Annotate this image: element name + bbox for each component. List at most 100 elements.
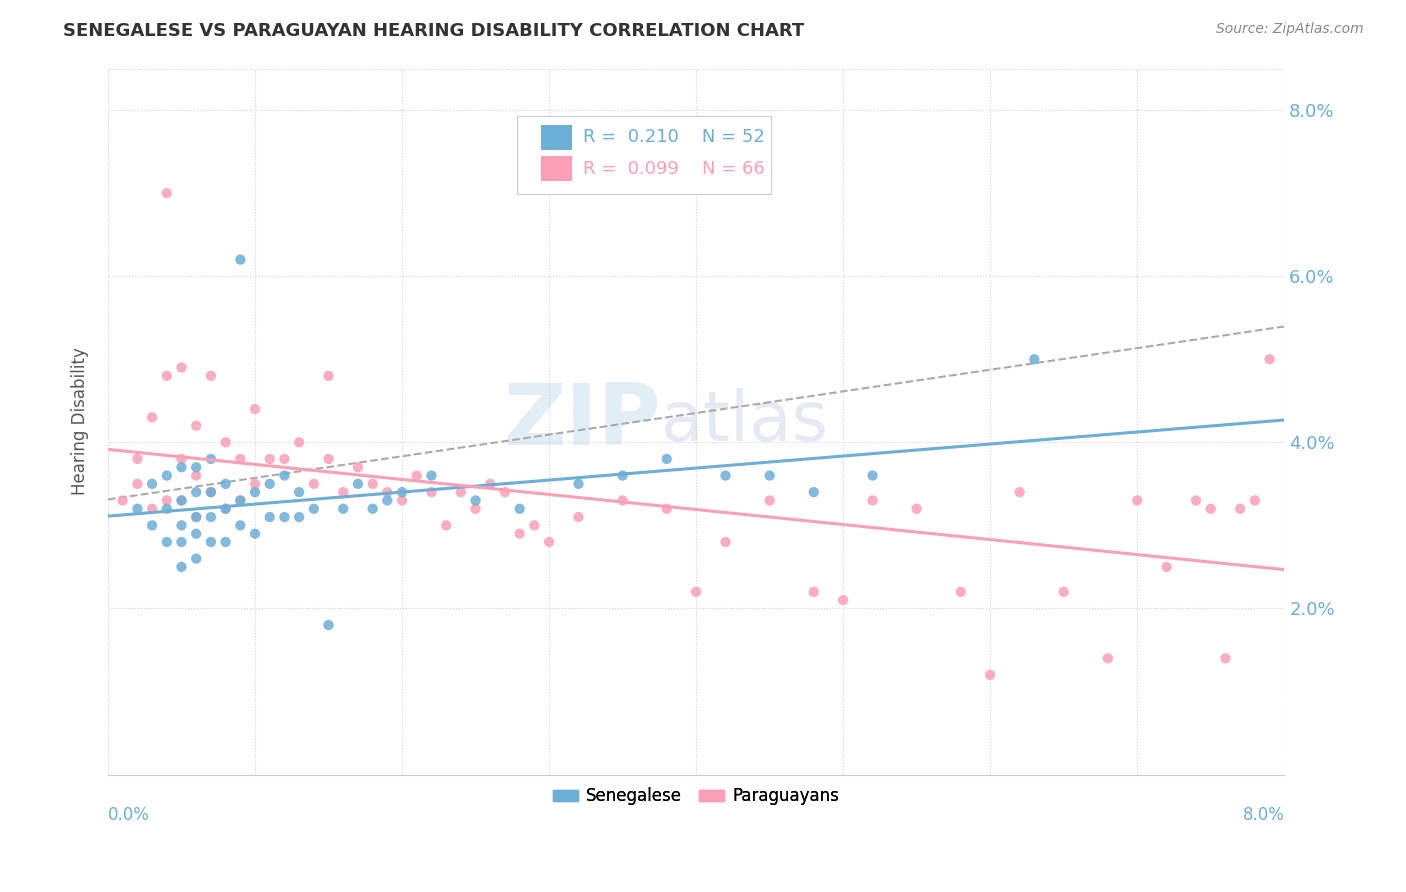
- Point: [229, 493, 252, 508]
- Point: [259, 510, 281, 524]
- Point: [391, 493, 413, 508]
- Point: [538, 535, 561, 549]
- Point: [612, 493, 634, 508]
- Text: ZIP: ZIP: [503, 380, 661, 463]
- Point: [803, 485, 825, 500]
- Point: [450, 485, 472, 500]
- Point: [1097, 651, 1119, 665]
- Point: [464, 501, 486, 516]
- Point: [127, 501, 149, 516]
- Point: [479, 476, 502, 491]
- Point: [567, 510, 589, 524]
- Point: [259, 476, 281, 491]
- Point: [186, 485, 208, 500]
- Point: [509, 501, 531, 516]
- Point: [141, 518, 163, 533]
- Point: [170, 451, 193, 466]
- Point: [655, 501, 678, 516]
- Point: [186, 510, 208, 524]
- Point: [612, 468, 634, 483]
- Point: [1199, 501, 1222, 516]
- Point: [318, 618, 340, 632]
- Point: [170, 493, 193, 508]
- Point: [243, 526, 266, 541]
- Point: [347, 476, 370, 491]
- Point: [318, 368, 340, 383]
- Point: [714, 468, 737, 483]
- Point: [200, 485, 222, 500]
- Point: [567, 476, 589, 491]
- Point: [229, 518, 252, 533]
- Point: [332, 501, 354, 516]
- Point: [214, 535, 236, 549]
- Point: [186, 460, 208, 475]
- Point: [156, 468, 179, 483]
- Point: [288, 435, 311, 450]
- Point: [905, 501, 928, 516]
- Point: [288, 510, 311, 524]
- Point: [288, 485, 311, 500]
- Point: [803, 584, 825, 599]
- Point: [949, 584, 972, 599]
- Point: [170, 360, 193, 375]
- Point: [1185, 493, 1208, 508]
- Point: [259, 451, 281, 466]
- Point: [318, 451, 340, 466]
- Point: [714, 535, 737, 549]
- Point: [1024, 352, 1046, 367]
- Point: [685, 584, 707, 599]
- Point: [200, 485, 222, 500]
- Point: [273, 468, 295, 483]
- Point: [862, 493, 884, 508]
- Point: [1244, 493, 1267, 508]
- Point: [156, 186, 179, 200]
- Point: [214, 476, 236, 491]
- Point: [420, 485, 443, 500]
- Point: [200, 451, 222, 466]
- Point: [200, 368, 222, 383]
- Point: [979, 668, 1001, 682]
- Point: [302, 476, 325, 491]
- Text: 8.0%: 8.0%: [1243, 806, 1284, 824]
- Text: atlas: atlas: [661, 388, 828, 455]
- Point: [832, 593, 855, 607]
- Point: [1008, 485, 1031, 500]
- Point: [405, 468, 427, 483]
- Point: [127, 451, 149, 466]
- Point: [377, 493, 399, 508]
- Point: [377, 485, 399, 500]
- Point: [229, 493, 252, 508]
- Point: [758, 468, 780, 483]
- Point: [200, 510, 222, 524]
- Point: [302, 501, 325, 516]
- Point: [862, 468, 884, 483]
- Point: [127, 476, 149, 491]
- Legend: Senegalese, Paraguayans: Senegalese, Paraguayans: [547, 780, 846, 812]
- Point: [229, 451, 252, 466]
- Point: [243, 485, 266, 500]
- Point: [170, 493, 193, 508]
- Point: [391, 485, 413, 500]
- Point: [523, 518, 546, 533]
- Point: [156, 368, 179, 383]
- Point: [200, 535, 222, 549]
- Point: [494, 485, 516, 500]
- Point: [273, 451, 295, 466]
- Point: [156, 535, 179, 549]
- Point: [141, 410, 163, 425]
- Point: [243, 476, 266, 491]
- Point: [170, 460, 193, 475]
- Point: [1156, 560, 1178, 574]
- Text: 0.0%: 0.0%: [108, 806, 150, 824]
- Point: [243, 402, 266, 417]
- Point: [273, 510, 295, 524]
- Point: [186, 510, 208, 524]
- Point: [347, 460, 370, 475]
- Text: SENEGALESE VS PARAGUAYAN HEARING DISABILITY CORRELATION CHART: SENEGALESE VS PARAGUAYAN HEARING DISABIL…: [63, 22, 804, 40]
- Point: [361, 476, 384, 491]
- Point: [111, 493, 134, 508]
- Point: [1053, 584, 1076, 599]
- Point: [420, 468, 443, 483]
- Point: [170, 560, 193, 574]
- Text: R =  0.210    N = 52: R = 0.210 N = 52: [583, 128, 765, 146]
